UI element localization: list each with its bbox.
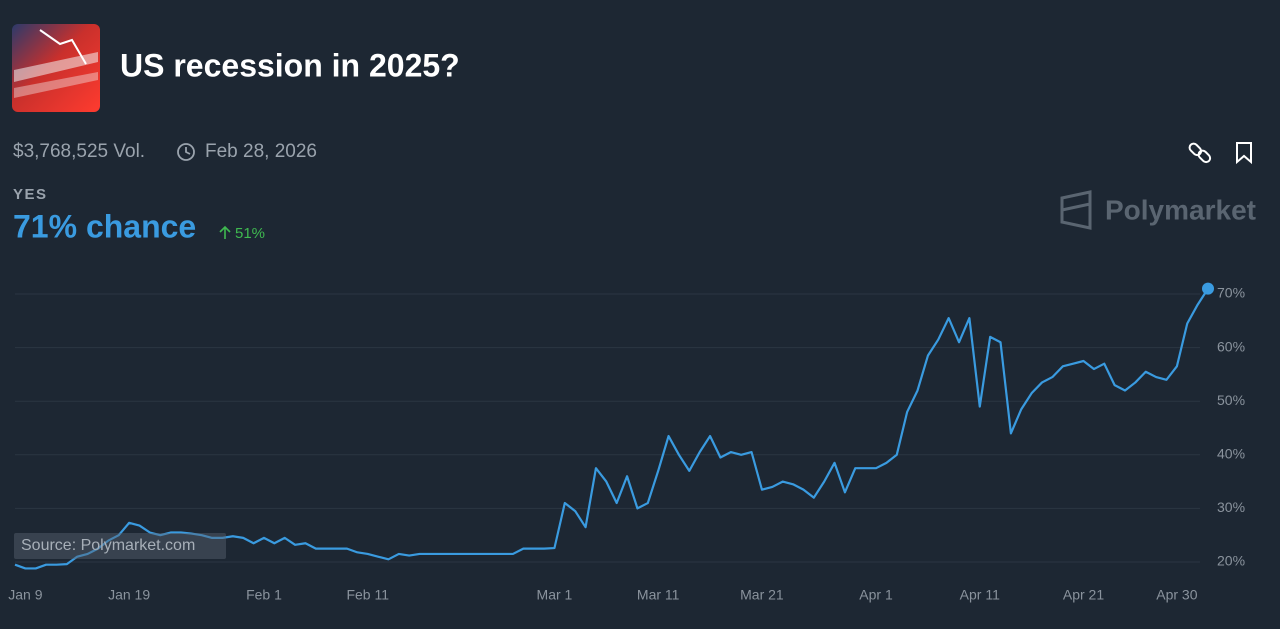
x-tick-label: Apr 1 (859, 587, 893, 603)
plot: 20% 30% 40% 50% 60% 70% Jan 9 Jan 19 Feb 1 Feb 11… (8, 282, 1245, 603)
x-tick-label: Jan 19 (108, 587, 150, 603)
source-text: Source: Polymarket.com (21, 537, 195, 554)
x-tick-label: Apr 11 (960, 587, 1000, 603)
x-tick-label: Feb 11 (346, 587, 389, 603)
x-tick-label: Mar 1 (537, 587, 573, 603)
brand-name: Polymarket (1105, 194, 1256, 225)
x-tick-label: Mar 21 (740, 587, 784, 603)
price-line (14, 288, 1209, 570)
x-tick-label: Jan 9 (8, 587, 42, 603)
outcome-label: YES (13, 186, 48, 203)
market-title: US recession in 2025? (120, 47, 460, 83)
brand-logo (1060, 190, 1092, 230)
x-tick-label: Apr 30 (1156, 587, 1197, 603)
clock-icon (177, 143, 195, 161)
last-point (1202, 282, 1214, 295)
x-tick-label: Apr 21 (1063, 587, 1104, 603)
y-tick-label: 50% (1217, 392, 1245, 408)
volume: $3,768,525 Vol. (13, 141, 145, 162)
watermark-box (14, 533, 226, 559)
end-date: Feb 28, 2026 (205, 141, 317, 162)
y-tick-label: 20% (1217, 553, 1245, 569)
source-watermark: Source: Polymarket.com (14, 533, 226, 559)
up-arrow (219, 225, 231, 239)
headline-chance: 71% chance (13, 208, 196, 244)
x-tick-label: Feb 1 (246, 587, 282, 603)
x-tick-label: Mar 11 (637, 587, 680, 603)
y-tick-label: 40% (1217, 446, 1245, 462)
change: 51% (235, 225, 265, 242)
market-icon (12, 24, 100, 112)
y-tick-label: 70% (1217, 285, 1245, 301)
link-button[interactable] (1188, 142, 1212, 164)
y-tick-label: 30% (1217, 499, 1245, 515)
y-tick-label: 60% (1217, 338, 1245, 354)
bookmark-button[interactable] (1236, 142, 1252, 165)
